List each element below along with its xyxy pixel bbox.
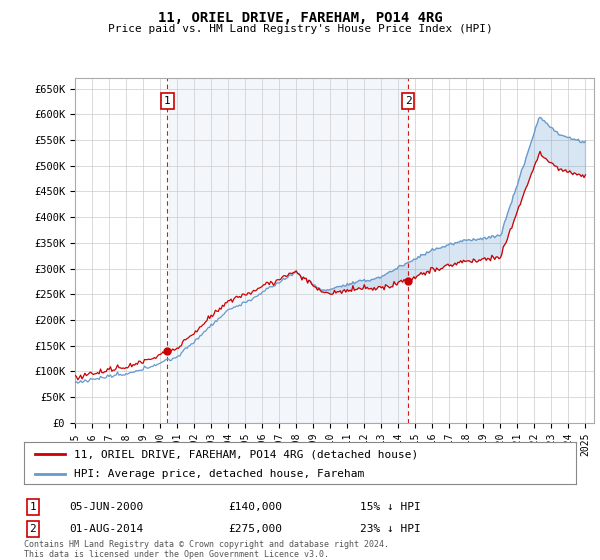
Text: Contains HM Land Registry data © Crown copyright and database right 2024.
This d: Contains HM Land Registry data © Crown c…: [24, 540, 389, 559]
Point: [163, 346, 172, 355]
Text: 11, ORIEL DRIVE, FAREHAM, PO14 4RG: 11, ORIEL DRIVE, FAREHAM, PO14 4RG: [158, 11, 442, 25]
Text: 23% ↓ HPI: 23% ↓ HPI: [360, 524, 421, 534]
Text: 15% ↓ HPI: 15% ↓ HPI: [360, 502, 421, 512]
Text: 1: 1: [164, 96, 171, 106]
Text: 2: 2: [29, 524, 37, 534]
Text: 01-AUG-2014: 01-AUG-2014: [69, 524, 143, 534]
Text: Price paid vs. HM Land Registry's House Price Index (HPI): Price paid vs. HM Land Registry's House …: [107, 24, 493, 34]
Text: 1: 1: [29, 502, 37, 512]
Text: HPI: Average price, detached house, Fareham: HPI: Average price, detached house, Fare…: [74, 469, 364, 479]
Text: £140,000: £140,000: [228, 502, 282, 512]
Point: [403, 277, 413, 286]
Text: 2: 2: [405, 96, 412, 106]
Text: 11, ORIEL DRIVE, FAREHAM, PO14 4RG (detached house): 11, ORIEL DRIVE, FAREHAM, PO14 4RG (deta…: [74, 449, 418, 459]
Text: £275,000: £275,000: [228, 524, 282, 534]
Text: 05-JUN-2000: 05-JUN-2000: [69, 502, 143, 512]
